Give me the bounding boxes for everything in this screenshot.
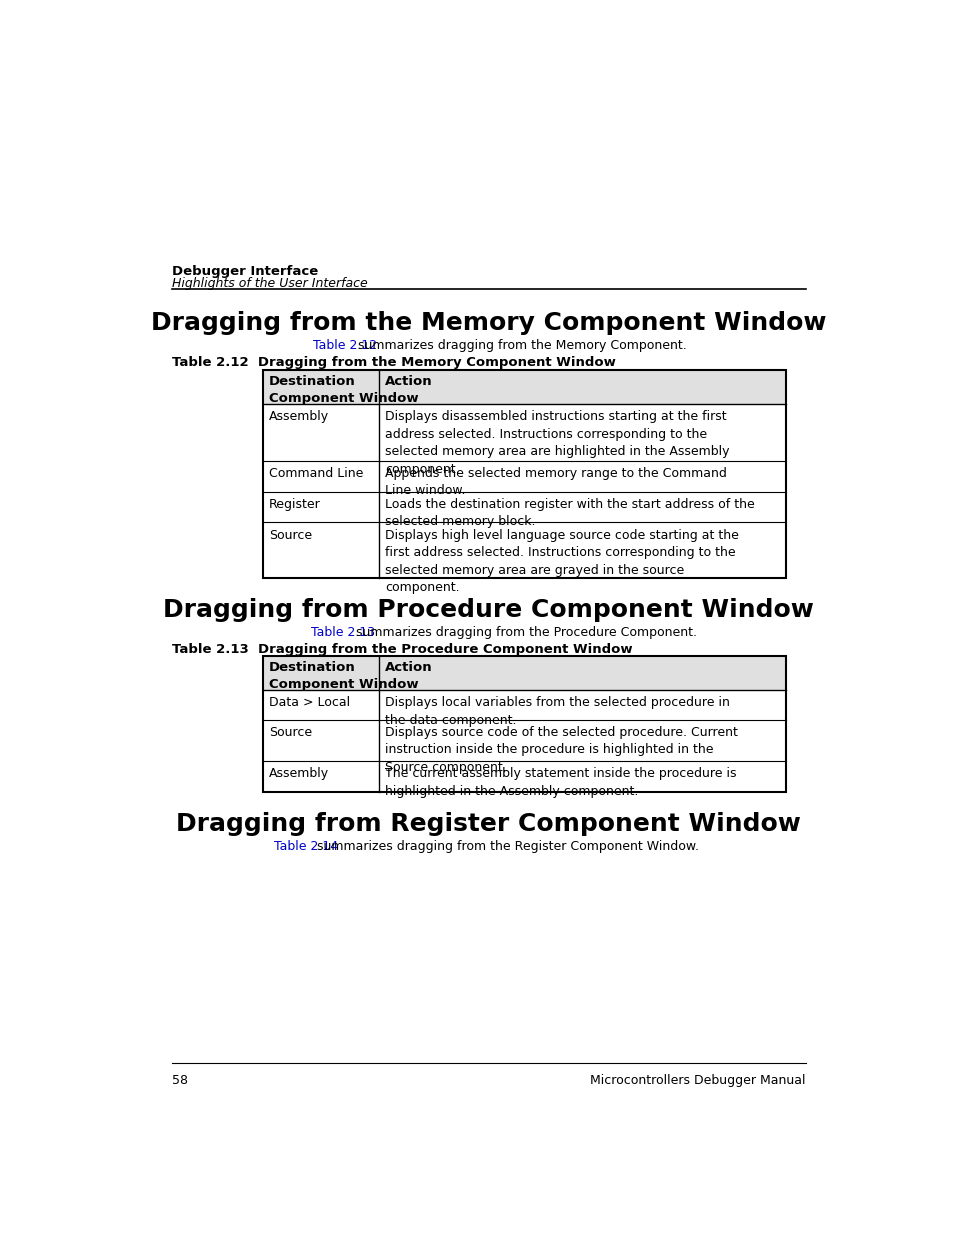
Text: Displays source code of the selected procedure. Current
instruction inside the p: Displays source code of the selected pro… bbox=[385, 726, 738, 773]
Text: Debugger Interface: Debugger Interface bbox=[172, 266, 318, 278]
Text: Displays disassembled instructions starting at the first
address selected. Instr: Displays disassembled instructions start… bbox=[385, 410, 729, 475]
Text: Highlights of the User Interface: Highlights of the User Interface bbox=[172, 277, 367, 290]
Bar bbox=[262, 656, 785, 792]
Bar bbox=[262, 370, 785, 578]
Text: Displays local variables from the selected procedure in
the data component.: Displays local variables from the select… bbox=[385, 697, 729, 727]
Text: Microcontrollers Debugger Manual: Microcontrollers Debugger Manual bbox=[590, 1073, 805, 1087]
Text: summarizes dragging from the Procedure Component.: summarizes dragging from the Procedure C… bbox=[352, 626, 696, 638]
Text: The current assembly statement inside the procedure is
highlighted in the Assemb: The current assembly statement inside th… bbox=[385, 767, 736, 798]
Text: Appends the selected memory range to the Command
Line window.: Appends the selected memory range to the… bbox=[385, 467, 726, 498]
Text: Loads the destination register with the start address of the
selected memory blo: Loads the destination register with the … bbox=[385, 498, 754, 529]
Text: summarizes dragging from the Register Component Window.: summarizes dragging from the Register Co… bbox=[313, 840, 699, 852]
Text: Source: Source bbox=[269, 726, 312, 739]
Bar bbox=[262, 656, 785, 690]
Text: Table 2.12: Table 2.12 bbox=[313, 340, 376, 352]
Text: Dragging from Register Component Window: Dragging from Register Component Window bbox=[176, 811, 801, 836]
Text: Dragging from the Memory Component Window: Dragging from the Memory Component Windo… bbox=[151, 311, 826, 336]
Text: Table 2.14: Table 2.14 bbox=[274, 840, 338, 852]
Text: Assembly: Assembly bbox=[269, 767, 329, 781]
Bar bbox=[262, 370, 785, 404]
Text: Dragging from Procedure Component Window: Dragging from Procedure Component Window bbox=[163, 598, 814, 622]
Text: Action: Action bbox=[385, 661, 433, 674]
Text: Action: Action bbox=[385, 374, 433, 388]
Text: Assembly: Assembly bbox=[269, 410, 329, 424]
Text: Register: Register bbox=[269, 498, 320, 511]
Text: Table 2.13  Dragging from the Procedure Component Window: Table 2.13 Dragging from the Procedure C… bbox=[172, 642, 632, 656]
Text: summarizes dragging from the Memory Component.: summarizes dragging from the Memory Comp… bbox=[354, 340, 686, 352]
Text: Table 2.13: Table 2.13 bbox=[311, 626, 375, 638]
Text: Table 2.12  Dragging from the Memory Component Window: Table 2.12 Dragging from the Memory Comp… bbox=[172, 356, 616, 369]
Text: Data > Local: Data > Local bbox=[269, 697, 350, 709]
Text: Displays high level language source code starting at the
first address selected.: Displays high level language source code… bbox=[385, 529, 739, 594]
Text: Source: Source bbox=[269, 529, 312, 542]
Text: Destination
Component Window: Destination Component Window bbox=[269, 661, 418, 692]
Text: Destination
Component Window: Destination Component Window bbox=[269, 374, 418, 405]
Text: Command Line: Command Line bbox=[269, 467, 363, 480]
Text: 58: 58 bbox=[172, 1073, 188, 1087]
